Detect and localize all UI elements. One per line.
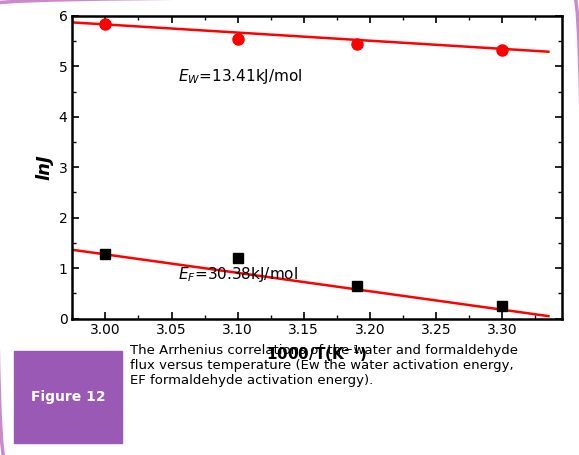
Text: Figure 12: Figure 12 (31, 389, 105, 404)
Text: $E_{F}$=30.38kJ/mol: $E_{F}$=30.38kJ/mol (178, 265, 298, 284)
FancyBboxPatch shape (14, 350, 122, 443)
Y-axis label: lnJ: lnJ (35, 154, 53, 180)
Text: $E_{W}$=13.41kJ/mol: $E_{W}$=13.41kJ/mol (178, 67, 303, 86)
X-axis label: 1000/T(K$^{-1}$): 1000/T(K$^{-1}$) (266, 343, 368, 364)
Text: The Arrhenius correlations of the water and formaldehyde
flux versus temperature: The Arrhenius correlations of the water … (130, 344, 518, 388)
